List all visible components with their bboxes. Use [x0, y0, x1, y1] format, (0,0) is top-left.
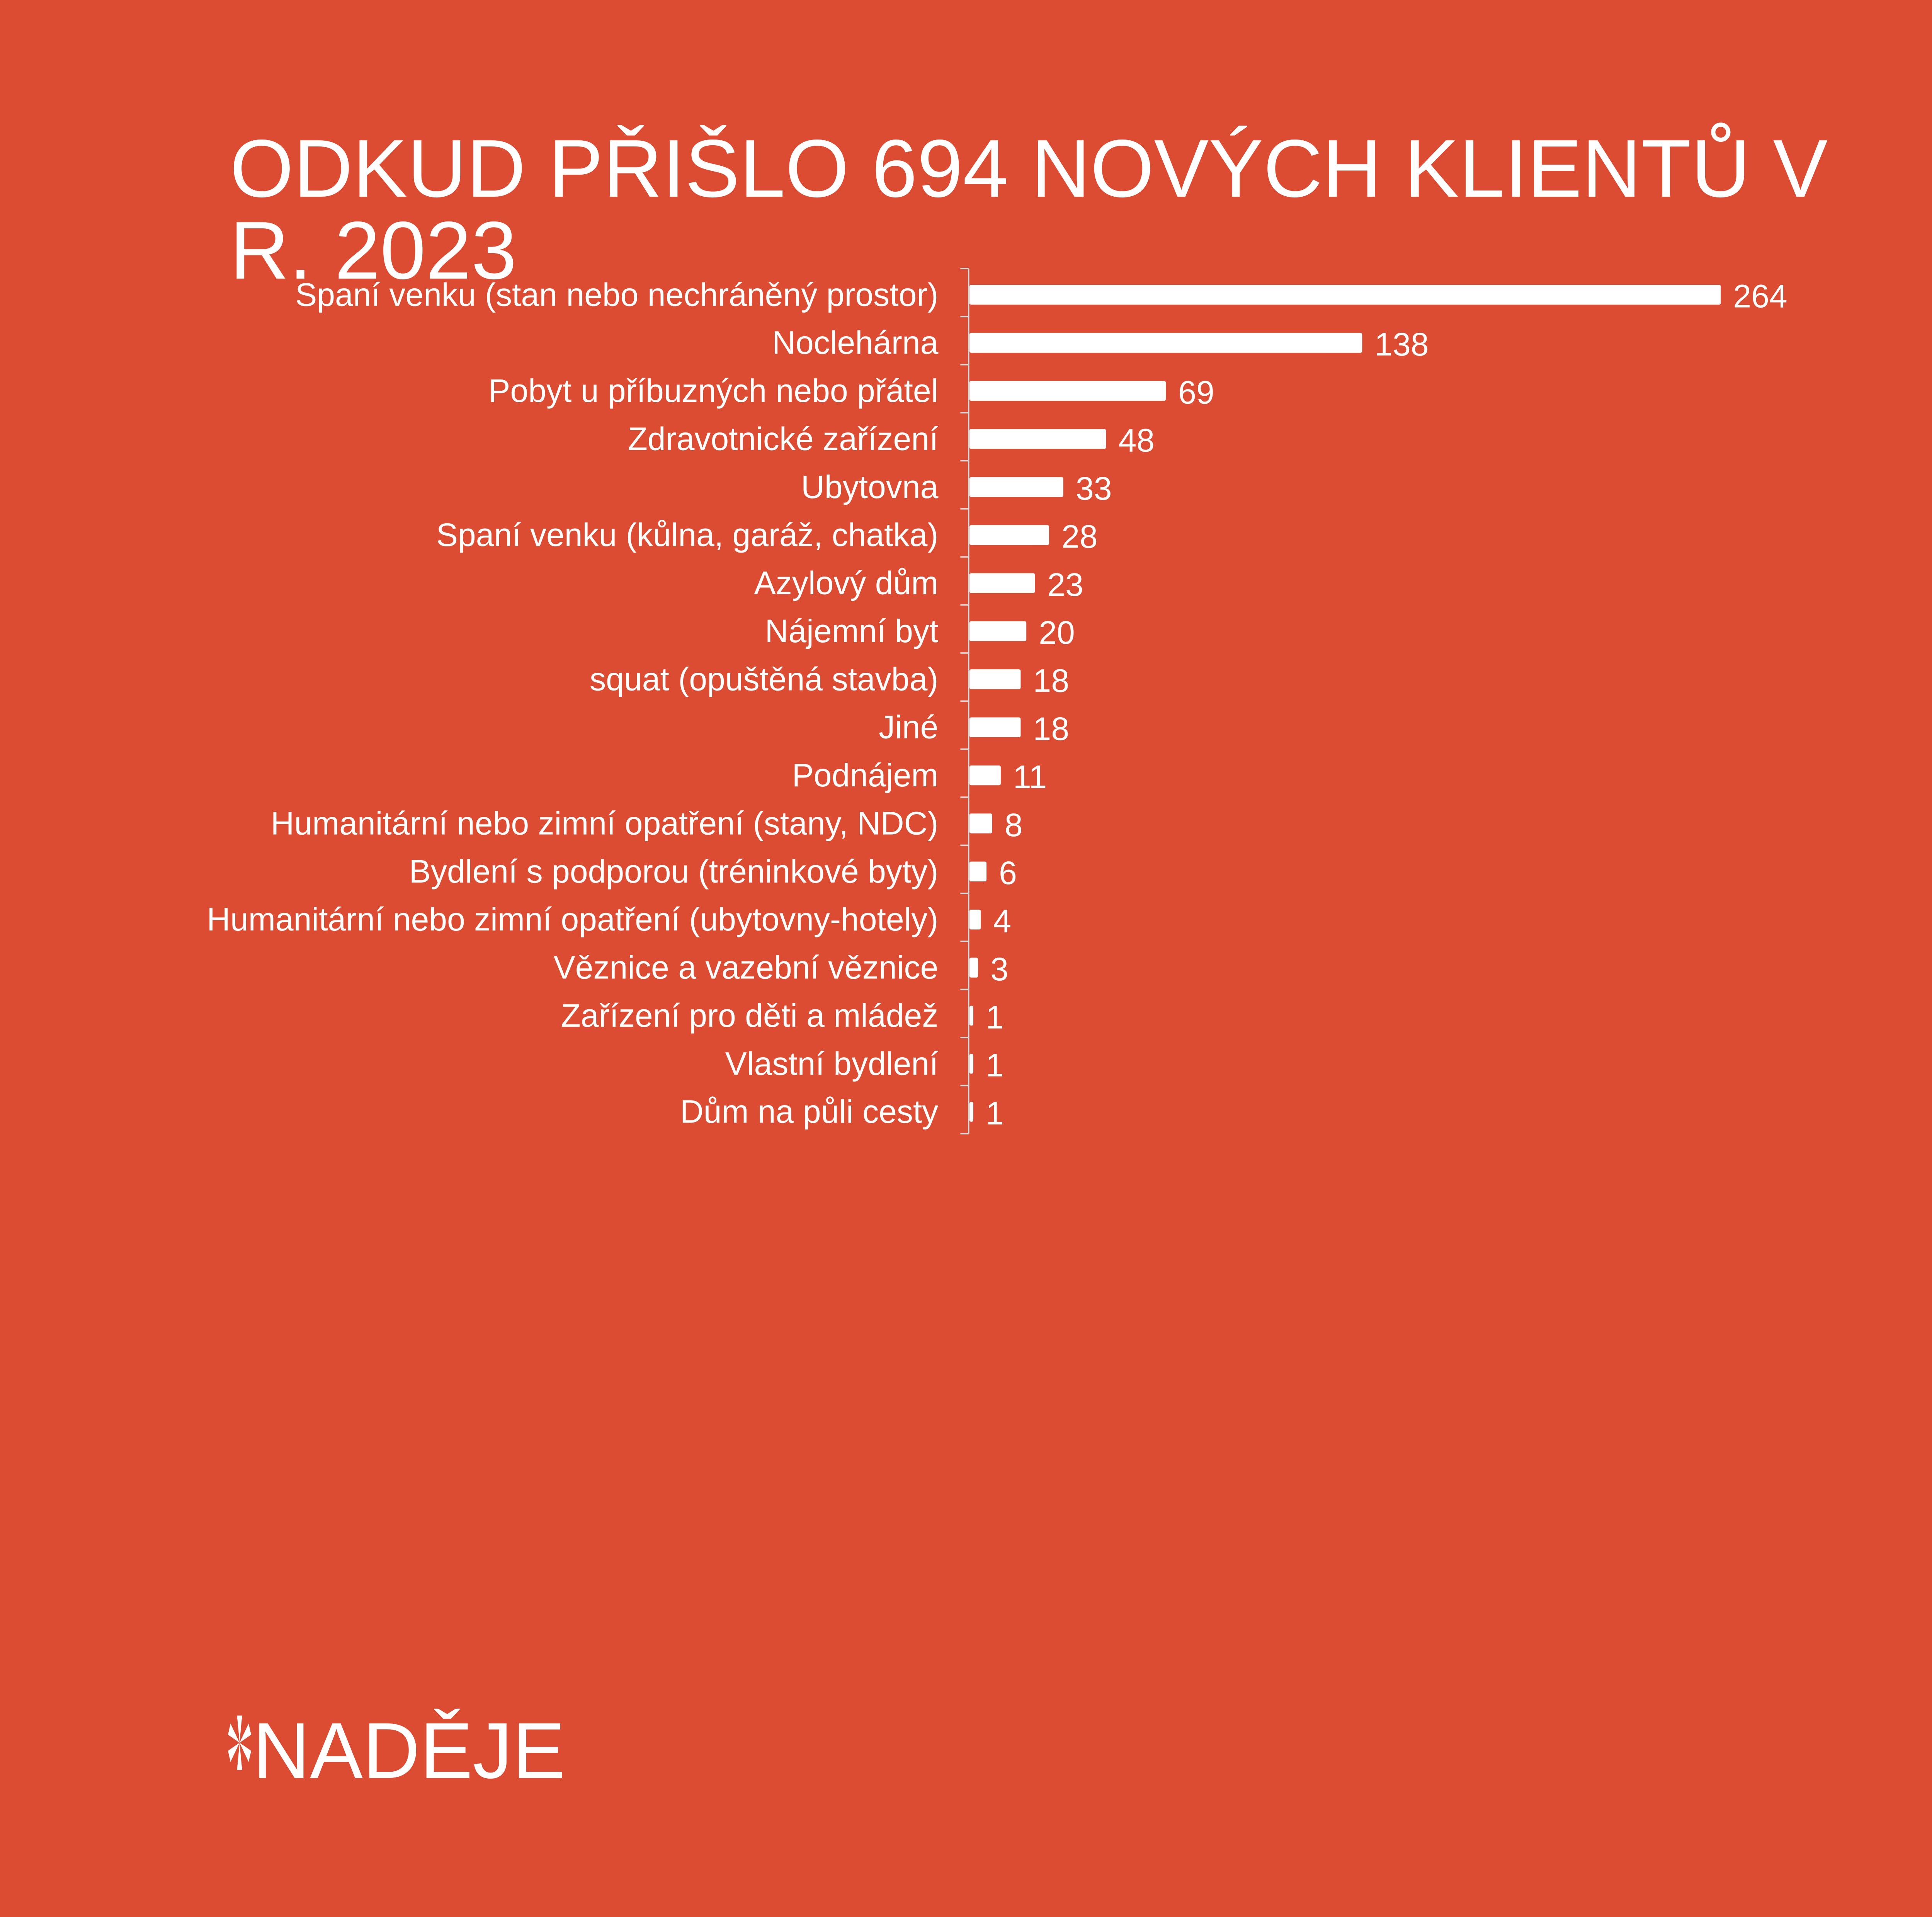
data-label: 6 — [999, 855, 1017, 891]
data-label: 28 — [1061, 518, 1098, 555]
category-label: Azylový dům — [754, 565, 939, 601]
category-label: Jiné — [879, 709, 938, 745]
data-label: 3 — [990, 951, 1009, 987]
category-label: Zařízení pro děti a mládež — [561, 997, 938, 1034]
category-label: Noclehárna — [772, 325, 938, 361]
bar — [969, 285, 1721, 305]
data-label: 1 — [986, 999, 1004, 1035]
category-label: Pobyt u příbuzných nebo přátel — [488, 373, 938, 409]
category-label: Spaní venku (kůlna, garáž, chatka) — [436, 517, 939, 553]
bar — [969, 333, 1362, 353]
category-label: Vlastní bydlení — [725, 1045, 939, 1082]
asterisk-logo-icon — [228, 1715, 251, 1770]
category-label: Dům na půli cesty — [680, 1094, 938, 1130]
data-label: 18 — [1033, 711, 1070, 747]
bar — [969, 958, 978, 978]
category-label: Humanitární nebo zimní opatření (ubytovn… — [207, 901, 938, 937]
bar — [969, 813, 992, 833]
bar — [969, 717, 1021, 737]
category-label: Věznice a vazební věznice — [554, 949, 939, 986]
category-label: Spaní venku (stan nebo nechráněný prosto… — [295, 276, 938, 313]
bar — [969, 573, 1035, 593]
data-label: 20 — [1039, 614, 1075, 651]
logo-text: NADĚJE — [253, 1706, 565, 1795]
bar-chart: Spaní venku (stan nebo nechráněný prosto… — [207, 268, 1787, 1135]
category-label: Humanitární nebo zimní opatření (stany, … — [271, 805, 939, 841]
data-label: 1 — [986, 1095, 1004, 1131]
data-label: 264 — [1733, 278, 1787, 315]
data-label: 4 — [993, 903, 1011, 939]
data-label: 23 — [1047, 566, 1083, 603]
bar — [969, 525, 1049, 545]
bar — [969, 381, 1166, 401]
data-label: 1 — [986, 1047, 1004, 1084]
category-label: Podnájem — [792, 757, 939, 793]
bar — [969, 1005, 973, 1026]
data-label: 33 — [1076, 470, 1112, 507]
data-label: 48 — [1119, 422, 1155, 459]
chart-title: ODKUD PŘIŠLO 694 NOVÝCH KLIENTŮ V R. 202… — [230, 122, 1828, 296]
bar — [969, 1054, 973, 1074]
data-label: 138 — [1374, 326, 1429, 362]
data-label: 69 — [1178, 374, 1214, 410]
category-label: squat (opuštěná stavba) — [590, 661, 938, 697]
category-axis: Spaní venku (stan nebo nechráněný prosto… — [207, 268, 969, 1135]
bar — [969, 429, 1106, 449]
bar — [969, 765, 1001, 786]
logo: NADĚJE — [228, 1700, 565, 1801]
bar — [969, 861, 987, 881]
data-label: 11 — [1013, 759, 1047, 795]
bar — [969, 477, 1063, 497]
category-label: Zdravotnické zařízení — [628, 420, 938, 457]
bar — [969, 669, 1021, 689]
bar — [969, 1102, 973, 1122]
category-label: Ubytovna — [801, 469, 938, 505]
category-label: Bydlení s podporou (tréninkové byty) — [409, 853, 939, 890]
data-label: 8 — [1005, 807, 1023, 843]
bar — [969, 621, 1027, 641]
bar — [969, 910, 981, 930]
category-label: Nájemní byt — [765, 613, 939, 649]
data-label: 18 — [1033, 663, 1070, 699]
